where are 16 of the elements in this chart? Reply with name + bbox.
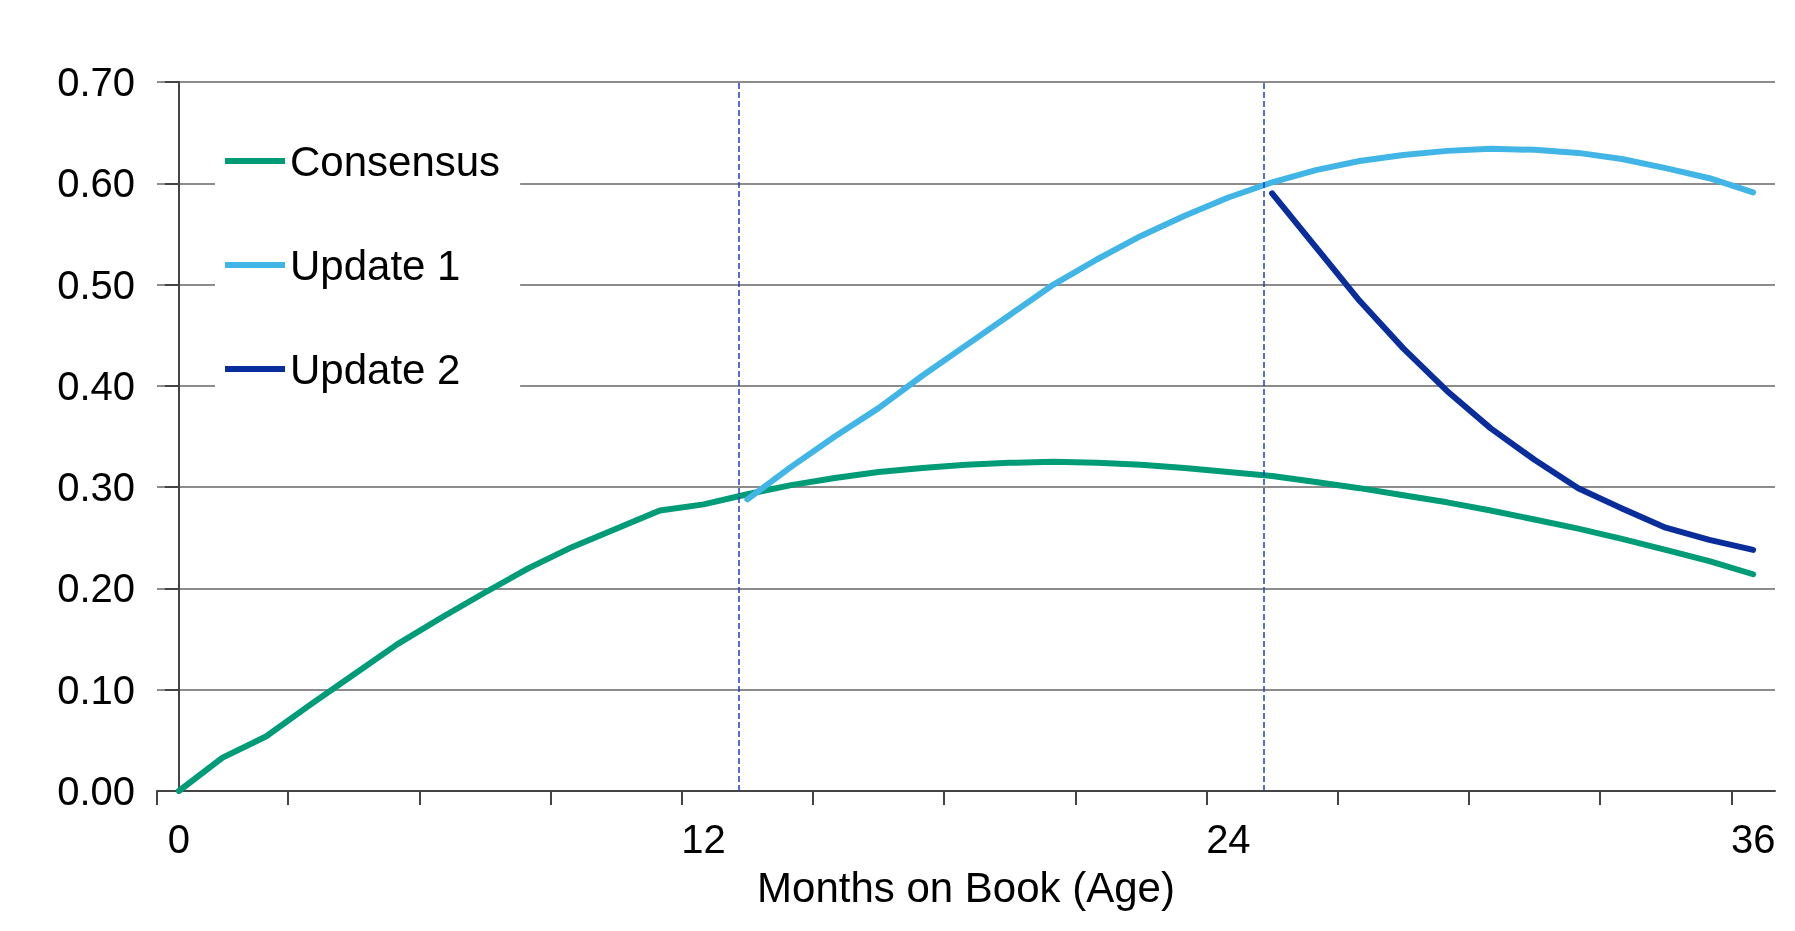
y-tick-label: 0.00 bbox=[57, 769, 135, 813]
y-tick-label: 0.50 bbox=[57, 262, 135, 307]
x-tick-label: 36 bbox=[1730, 817, 1776, 861]
legend-label: Consensus bbox=[290, 137, 501, 185]
y-tick-label: 0.10 bbox=[57, 667, 135, 712]
x-axis-title: Months on Book (Age) bbox=[757, 863, 1175, 911]
y-tick-label: 0.20 bbox=[57, 566, 135, 611]
x-tick-label: 24 bbox=[1206, 817, 1251, 861]
legend-label: Update 2 bbox=[290, 345, 461, 393]
y-tick-label: 0.30 bbox=[57, 465, 135, 510]
y-tick-label: 0.70 bbox=[57, 60, 135, 104]
x-tick-label: 0 bbox=[167, 817, 190, 861]
x-tick-label: 12 bbox=[681, 817, 726, 861]
y-tick-label: 0.60 bbox=[57, 161, 135, 206]
legend-label: Update 1 bbox=[290, 241, 461, 289]
y-tick-label: 0.40 bbox=[57, 363, 135, 408]
